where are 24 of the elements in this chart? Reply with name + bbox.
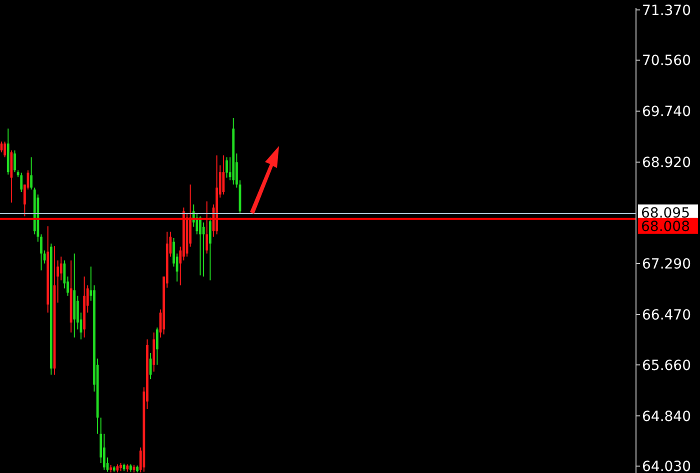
candlestick [199,216,202,276]
y-tick-label: 71.370 [642,2,691,19]
y-tick-label: 70.560 [642,53,691,70]
candlestick [30,156,33,190]
ref-line-label: 68.008 [641,218,690,235]
candlestick [156,327,158,366]
candlestick [63,260,66,289]
candlestick [20,172,23,193]
y-tick-label: 64.840 [642,408,691,425]
candlestick [206,200,208,254]
y-tick-label: 66.470 [642,307,691,324]
y-tick-label: 68.920 [642,155,691,172]
candlestick [149,352,152,380]
candlestick [226,156,228,178]
candlestick [202,222,205,278]
candlestick [14,150,16,173]
candlestick [222,154,225,195]
candlestick [4,141,6,158]
candlestick [208,217,212,281]
y-tick-label: 67.290 [642,256,691,272]
y-tick-label: 64.030 [642,459,691,473]
y-tick-label: 65.660 [642,358,691,374]
ref-line-label: 68.095 [641,205,690,222]
y-tick-label: 69.740 [642,104,691,120]
